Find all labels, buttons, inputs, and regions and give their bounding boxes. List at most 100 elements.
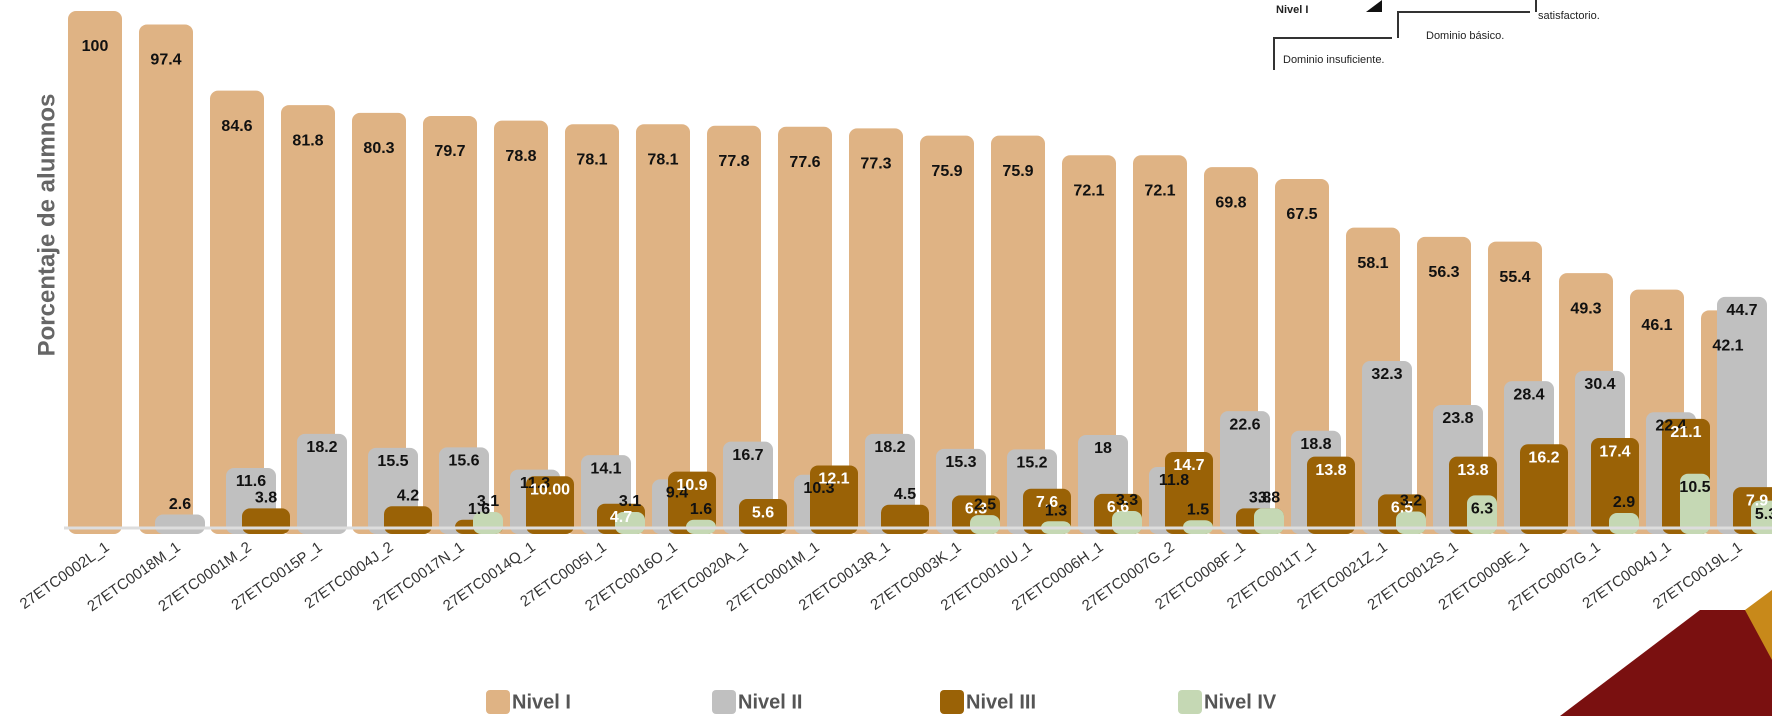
value-label: 97.4	[150, 52, 181, 69]
bar	[881, 504, 929, 534]
value-label: 14.1	[590, 460, 621, 477]
legend-label: Nivel IV	[1204, 691, 1277, 713]
bar	[920, 135, 974, 535]
annotation: Nivel I	[1276, 4, 1308, 16]
value-label: 30.4	[1584, 376, 1615, 393]
y-axis-label: Porcentaje de alumnos	[33, 94, 60, 357]
value-label: 75.9	[1002, 163, 1033, 180]
value-label: 4.5	[894, 486, 916, 503]
value-label: 3.8	[255, 490, 277, 507]
bar	[668, 471, 716, 534]
legend-label: Nivel I	[512, 691, 571, 713]
value-label: 2.5	[974, 496, 996, 513]
legend-swatch	[712, 690, 736, 714]
value-label: 72.1	[1073, 182, 1104, 199]
value-label: 3.8	[1249, 490, 1271, 507]
legend-swatch	[1178, 690, 1202, 714]
value-label: 6.3	[965, 501, 987, 518]
bar	[494, 120, 548, 534]
value-label: 1.6	[690, 501, 712, 518]
bar	[352, 112, 406, 534]
value-label: 4.7	[610, 509, 632, 526]
bar	[242, 508, 290, 534]
bar	[384, 506, 432, 534]
value-label: 6.6	[1107, 499, 1129, 516]
value-label: 12.1	[818, 471, 849, 488]
value-label: 22.4	[1655, 417, 1686, 434]
legend-label: Nivel III	[966, 691, 1036, 713]
value-label: 6.3	[1471, 501, 1493, 518]
value-label: 81.8	[292, 132, 323, 149]
value-label: 3.1	[619, 493, 641, 510]
value-label: 2.9	[1613, 494, 1635, 511]
value-label: 78.1	[576, 151, 607, 168]
value-label: 79.7	[434, 143, 465, 160]
bar	[1165, 452, 1213, 534]
value-label: 18.8	[1300, 436, 1331, 453]
value-label: 56.3	[1428, 264, 1459, 281]
bar	[1609, 513, 1639, 534]
bar	[1520, 444, 1568, 534]
value-label: 75.9	[931, 163, 962, 180]
value-label: 22.6	[1229, 416, 1260, 433]
value-label: 77.3	[860, 156, 891, 173]
annotation: Dominio insuficiente.	[1283, 54, 1385, 66]
bar	[1680, 473, 1710, 534]
bar	[1133, 155, 1187, 535]
value-label: 44.7	[1726, 302, 1757, 319]
bar	[139, 24, 193, 535]
bar	[1751, 500, 1772, 534]
value-label: 10.5	[1679, 479, 1710, 496]
bar	[707, 125, 761, 535]
bar	[970, 515, 1000, 534]
bar	[810, 465, 858, 534]
value-label: 18.2	[874, 439, 905, 456]
value-label: 15.3	[945, 454, 976, 471]
value-label: 1.6	[468, 501, 490, 518]
value-label: 13.8	[1457, 462, 1488, 479]
bar	[636, 124, 690, 535]
value-label: 3.2	[1400, 493, 1422, 510]
value-label: 28.4	[1513, 386, 1544, 403]
value-label: 84.6	[221, 118, 252, 135]
value-label: 55.4	[1499, 269, 1530, 286]
bar	[739, 499, 787, 534]
value-label: 100	[82, 38, 109, 55]
value-label: 14.7	[1173, 457, 1204, 474]
value-label: 13.8	[1315, 462, 1346, 479]
bar	[439, 447, 489, 534]
value-label: 18.2	[306, 439, 337, 456]
legend-graphic	[1273, 0, 1537, 70]
value-label: 7.9	[1746, 492, 1768, 509]
bar	[1220, 411, 1270, 534]
value-label: 78.1	[647, 151, 678, 168]
bar	[526, 476, 574, 534]
value-label: 11.3	[520, 475, 550, 492]
decoration	[1560, 610, 1772, 716]
value-label: 46.1	[1641, 317, 1672, 334]
value-label: 3.3	[1116, 492, 1138, 509]
value-label: 42.1	[1712, 338, 1743, 355]
value-label: 1.5	[1187, 501, 1209, 518]
value-label: 11.6	[236, 473, 266, 490]
value-label: 67.5	[1286, 206, 1317, 223]
value-label: 78.8	[505, 148, 536, 165]
value-label: 18	[1094, 440, 1112, 457]
value-label: 3.1	[477, 493, 499, 510]
value-label: 6.5	[1391, 500, 1413, 517]
value-label: 77.8	[718, 153, 749, 170]
annotation: satisfactorio.	[1538, 10, 1600, 22]
bar	[565, 124, 619, 535]
value-label: 10.00	[530, 482, 570, 499]
value-label: 15.5	[377, 453, 408, 470]
value-label: 32.3	[1371, 366, 1402, 383]
value-label: 15.6	[448, 453, 479, 470]
value-label: 69.8	[1215, 194, 1246, 211]
value-label: 16.7	[732, 447, 763, 464]
bar	[991, 135, 1045, 535]
value-label: 58.1	[1357, 255, 1388, 272]
bar	[68, 11, 122, 534]
annotation: Dominio básico.	[1426, 30, 1504, 42]
value-label: 10.3	[803, 480, 834, 497]
